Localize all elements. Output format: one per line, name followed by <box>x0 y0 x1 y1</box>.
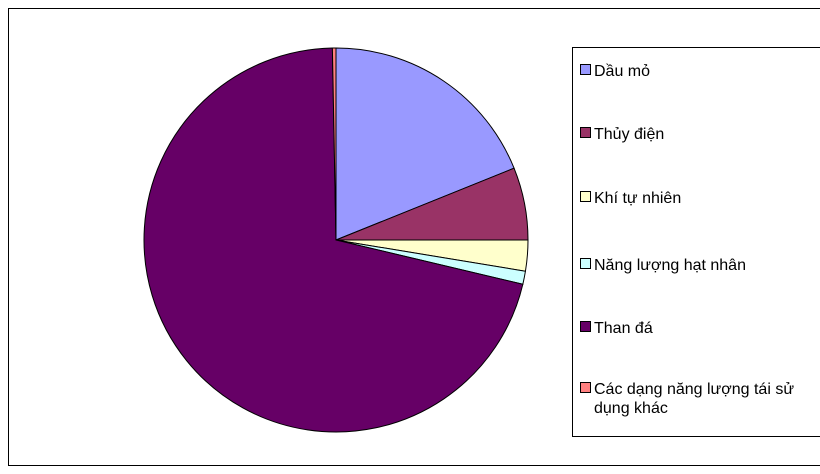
legend-label-line: Than đá <box>594 320 653 337</box>
legend-label-line: Khí tự nhiên <box>594 190 681 207</box>
pie-slice <box>335 47 515 241</box>
legend-label-line: Năng lượng hạt nhân <box>594 257 746 274</box>
legend-label: Các dạng năng lượng tái sử dụng khác <box>594 381 794 417</box>
legend-label: Khí tự nhiên <box>594 190 681 207</box>
pie-slice <box>331 47 337 241</box>
legend-swatch <box>580 382 591 393</box>
legend-label: Dầu mỏ <box>594 63 650 80</box>
legend-swatch <box>580 64 591 75</box>
pie-slice <box>143 47 524 433</box>
legend-swatch <box>580 191 591 202</box>
legend-swatch <box>580 127 591 138</box>
legend-box <box>572 47 820 437</box>
legend-label-line: Dầu mỏ <box>594 63 650 80</box>
legend-label-line: Thủy điện <box>594 126 664 143</box>
pie <box>143 47 529 433</box>
legend-label-line: dụng khác <box>594 400 668 417</box>
legend: Dầu mỏ Thủy điện Khí tự nhiên Năng lượng hạ… <box>580 63 794 417</box>
legend-label: Than đá <box>594 320 653 337</box>
legend-label: Thủy điện <box>594 126 664 143</box>
legend-swatch <box>580 258 591 269</box>
legend-label: Năng lượng hạt nhân <box>594 257 746 274</box>
legend-label-line: Các dạng năng lượng tái sử <box>594 381 794 398</box>
legend-swatch <box>580 321 591 332</box>
